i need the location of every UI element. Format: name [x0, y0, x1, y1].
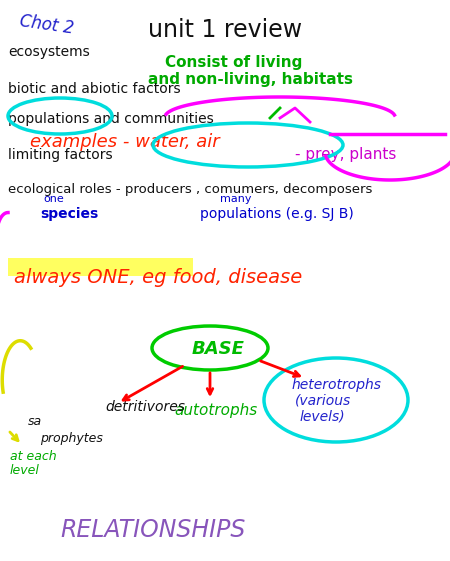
Text: limiting factors: limiting factors [8, 148, 112, 162]
Text: RELATIONSHIPS: RELATIONSHIPS [60, 518, 245, 542]
Text: ecosystems: ecosystems [8, 45, 90, 59]
Text: populations (e.g. SJ B): populations (e.g. SJ B) [200, 207, 354, 221]
Text: biotic and abiotic factors: biotic and abiotic factors [8, 82, 180, 96]
Text: one: one [43, 194, 64, 204]
Text: level: level [10, 464, 40, 477]
Text: unit 1 review: unit 1 review [148, 18, 302, 42]
Text: ecological roles - producers , comumers, decomposers: ecological roles - producers , comumers,… [8, 183, 373, 196]
Text: BASE: BASE [192, 340, 245, 358]
Text: and non-living, habitats: and non-living, habitats [148, 72, 353, 87]
Text: Consist of living: Consist of living [165, 55, 302, 70]
Text: examples - water, air: examples - water, air [30, 133, 220, 151]
Text: always ONE, eg food, disease: always ONE, eg food, disease [14, 268, 302, 287]
Text: levels): levels) [300, 410, 346, 424]
Text: many: many [220, 194, 252, 204]
Bar [8, 258, 193, 276]
Text: species: species [40, 207, 98, 221]
Text: autotrophs: autotrophs [174, 403, 257, 418]
Text: prophytes: prophytes [40, 432, 103, 445]
Text: at each: at each [10, 450, 57, 463]
Text: Chot 2: Chot 2 [18, 12, 75, 38]
Text: populations and communities: populations and communities [8, 112, 214, 126]
Text: - prey, plants: - prey, plants [295, 147, 396, 162]
Text: (various: (various [295, 394, 351, 408]
Text: sa: sa [28, 415, 42, 428]
Text: detritivores: detritivores [105, 400, 185, 414]
Text: heterotrophs: heterotrophs [292, 378, 382, 392]
